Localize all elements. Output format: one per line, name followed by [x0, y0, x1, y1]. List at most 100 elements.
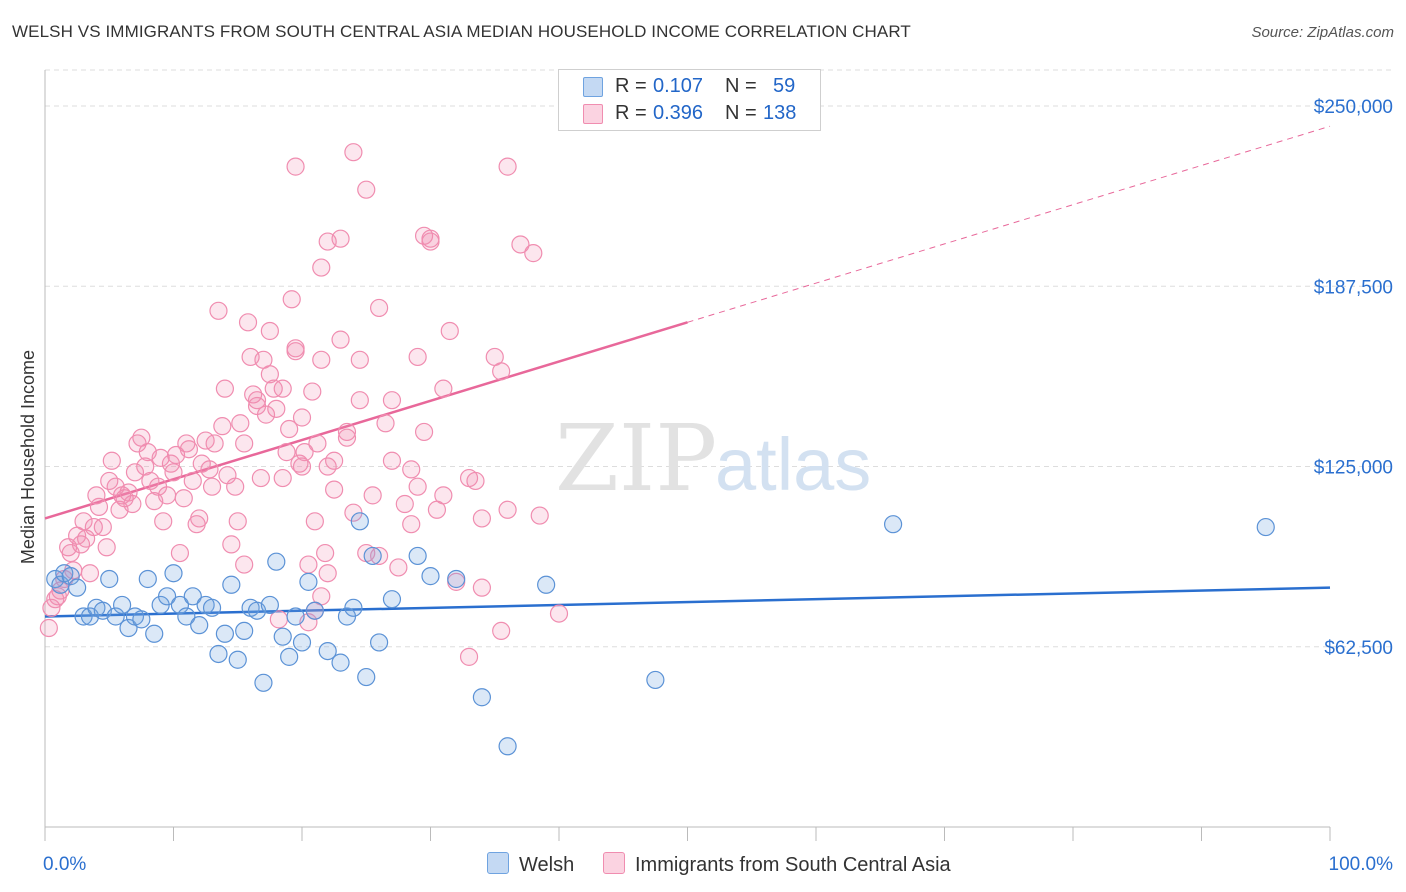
watermark-zip: ZIP — [555, 405, 717, 512]
welsh-point — [273, 627, 292, 646]
immigrants-point — [235, 555, 254, 574]
immigrants-point — [200, 460, 219, 479]
welsh-point — [344, 598, 363, 617]
legend-n-value: 138 — [763, 102, 797, 124]
immigrants-point — [402, 515, 421, 534]
immigrants-point — [209, 301, 228, 320]
welsh-point — [170, 595, 190, 615]
immigrants-point — [80, 564, 100, 583]
welsh-point — [286, 607, 305, 626]
immigrants-point — [382, 391, 402, 410]
immigrants-point — [228, 512, 247, 531]
immigrants-point — [260, 365, 279, 384]
tick-labels: $62,500 $125,000 $187,500 $250,000 0.0% 100.0… — [43, 97, 1393, 875]
x-tick-label-min: 0.0% — [43, 854, 86, 875]
immigrants-point — [222, 535, 241, 554]
immigrants-point — [119, 483, 138, 502]
immigrants-point — [125, 463, 145, 482]
immigrants-point — [179, 440, 199, 459]
welsh-point — [447, 569, 466, 589]
welsh-point — [350, 512, 369, 531]
immigrants-point — [498, 500, 517, 519]
welsh-point — [145, 624, 164, 643]
bottom-legend-immigrants: Immigrants from South Central Asia — [603, 852, 951, 877]
welsh-point — [112, 595, 132, 615]
welsh-point — [280, 647, 299, 666]
y-axis-label: Median Household Income — [18, 350, 38, 564]
y-tick-label: $62,500 — [1324, 638, 1393, 659]
immigrants-point — [303, 382, 322, 401]
immigrants-point — [440, 321, 459, 341]
welsh-point — [228, 650, 247, 669]
immigrants-point — [421, 229, 440, 248]
immigrants-point — [238, 313, 258, 332]
immigrants-point — [205, 434, 224, 453]
welsh-point — [202, 598, 222, 617]
welsh-point — [164, 564, 183, 583]
immigrants-point — [71, 535, 91, 554]
welsh-point — [267, 552, 286, 571]
welsh-point — [254, 673, 273, 692]
immigrants-point — [74, 512, 93, 531]
axes — [44, 70, 1331, 841]
immigrants-point — [337, 428, 357, 447]
welsh-point — [61, 567, 80, 586]
immigrants-point — [434, 379, 453, 398]
immigrants-point — [299, 555, 318, 574]
immigrants-point — [305, 512, 324, 531]
immigrants-point — [273, 468, 292, 488]
source-label: Source: ZipAtlas.com — [1251, 24, 1394, 41]
immigrants-point — [267, 399, 286, 418]
immigrants-point — [164, 463, 183, 482]
welsh-point — [222, 575, 241, 594]
immigrants-point — [213, 417, 232, 436]
y-tick-label: $250,000 — [1314, 97, 1393, 118]
immigrants-point — [363, 486, 382, 505]
immigrants-point — [102, 451, 121, 470]
welsh-point — [190, 616, 209, 635]
immigrants-point — [370, 546, 389, 566]
immigrants-swatch — [603, 852, 625, 874]
welsh-point — [292, 633, 312, 652]
immigrants-point — [157, 486, 177, 505]
welsh-point — [138, 569, 157, 589]
immigrants-point — [325, 451, 344, 470]
welsh-point — [100, 569, 119, 589]
welsh-trend-line — [44, 586, 1331, 618]
y-tick-label: $187,500 — [1314, 277, 1393, 298]
welsh-point — [74, 607, 93, 626]
immigrants-point — [414, 422, 434, 442]
immigrants-point — [316, 543, 335, 563]
legend-n-label: N = — [725, 102, 757, 124]
immigrants-point — [350, 350, 369, 369]
immigrants-point — [260, 321, 279, 341]
immigrants-point — [290, 454, 309, 473]
welsh-point — [498, 737, 517, 756]
y-tick-label: $125,000 — [1314, 458, 1393, 479]
immigrants-point — [376, 414, 395, 433]
welsh-point — [209, 644, 228, 664]
welsh-point — [537, 575, 556, 594]
trend-lines — [44, 125, 1331, 618]
welsh-point — [883, 515, 903, 534]
immigrants-point — [402, 460, 421, 479]
welsh-point — [1256, 517, 1275, 537]
legend-r-label: R = — [615, 102, 647, 124]
welsh-point — [472, 688, 491, 707]
immigrants-point — [154, 512, 173, 531]
immigrants-point — [282, 290, 301, 309]
welsh-point — [357, 667, 376, 687]
welsh-point — [46, 569, 65, 589]
welsh-swatch — [583, 77, 603, 97]
immigrants-trend-line — [44, 321, 688, 520]
legend-r-label: R = — [615, 75, 647, 97]
correlation-legend: R = 0.107 N = 59 R = 0.396 N = 138 — [558, 69, 821, 131]
immigrants-point — [357, 180, 376, 199]
welsh-point — [157, 587, 177, 606]
legend-r-value: 0.396 — [653, 102, 704, 124]
immigrants-point — [312, 258, 331, 277]
immigrants-point — [251, 468, 270, 488]
welsh-point — [382, 590, 402, 609]
immigrants-point — [286, 157, 305, 176]
immigrants-point — [466, 471, 485, 491]
